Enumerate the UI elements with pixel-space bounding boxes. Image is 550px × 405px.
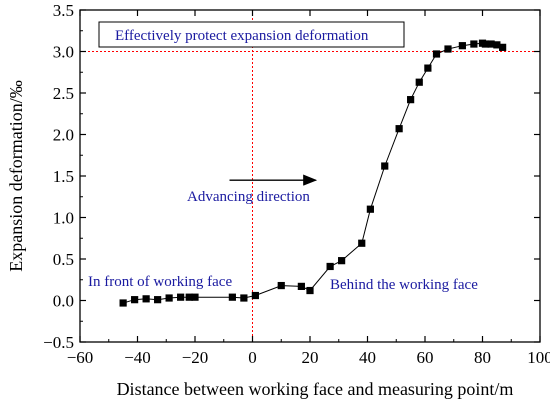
data-point: [381, 162, 389, 170]
series-layer: [119, 39, 507, 307]
data-point: [407, 96, 415, 104]
data-point: [487, 40, 495, 48]
y-tick-label: 3.0: [53, 43, 74, 62]
data-point: [251, 291, 259, 300]
x-tick-label: 40: [359, 348, 376, 367]
protect-annotation-box: [98, 21, 405, 48]
reference-lines: [80, 10, 540, 342]
data-point: [185, 293, 193, 301]
data-point: [177, 293, 185, 301]
y-tick-label: 2.5: [53, 84, 74, 103]
y-tick-label: 1.5: [53, 167, 74, 186]
data-point: [444, 45, 452, 53]
x-axis-ticks: −60 −40 −20 0 20 40 60 80 100: [67, 10, 550, 367]
data-point: [493, 41, 501, 49]
data-point: [481, 40, 489, 48]
data-point: [131, 296, 139, 304]
x-tick-label: 100: [527, 348, 550, 367]
x-tick-label: 20: [302, 348, 319, 367]
data-point: [306, 286, 314, 295]
y-tick-label: 0.5: [53, 250, 74, 269]
y-tick-label: 2.0: [53, 126, 74, 145]
y-tick-label: 0.0: [53, 292, 74, 311]
data-point: [432, 50, 441, 58]
data-point: [277, 281, 285, 290]
protect-annotation-label: Effectively protect expansion deformatio…: [115, 28, 369, 44]
y-tick-label: 3.5: [53, 1, 74, 20]
x-tick-label: 60: [417, 348, 434, 367]
data-point: [240, 294, 248, 302]
data-point: [228, 293, 236, 301]
data-point: [424, 64, 432, 72]
data-point: [358, 239, 366, 247]
data-point: [142, 295, 150, 303]
x-tick-label: −40: [124, 348, 151, 367]
x-axis-title: Distance between working face and measur…: [117, 379, 514, 399]
x-tick-label: 0: [248, 348, 257, 367]
front-of-working-face-label: In front of working face: [88, 274, 232, 290]
data-point: [191, 293, 199, 301]
data-point: [366, 205, 374, 213]
data-point: [395, 125, 403, 133]
data-point: [297, 282, 305, 290]
data-point: [165, 294, 173, 302]
x-tick-label: 80: [474, 348, 491, 367]
x-tick-label: −20: [182, 348, 209, 367]
data-point: [154, 296, 162, 304]
data-point: [326, 262, 334, 271]
series-line: [122, 42, 503, 304]
x-tick-label: −60: [67, 348, 94, 367]
data-point: [499, 43, 507, 51]
y-axis-ticks: −0.5 0.0 0.5 1.0 1.5 2.0 2.5 3.0 3.5: [43, 1, 540, 352]
behind-working-face-label: Behind the working face: [330, 277, 478, 293]
data-point: [338, 257, 346, 265]
data-point: [470, 40, 478, 48]
y-axis-title: Expansion deformation/‰: [6, 80, 26, 271]
advancing-direction-label: Advancing direction: [187, 189, 310, 205]
data-point: [119, 299, 127, 307]
y-tick-label: 1.0: [53, 209, 74, 228]
data-point: [458, 42, 466, 50]
data-point: [415, 78, 423, 86]
y-tick-label: −0.5: [43, 333, 74, 352]
